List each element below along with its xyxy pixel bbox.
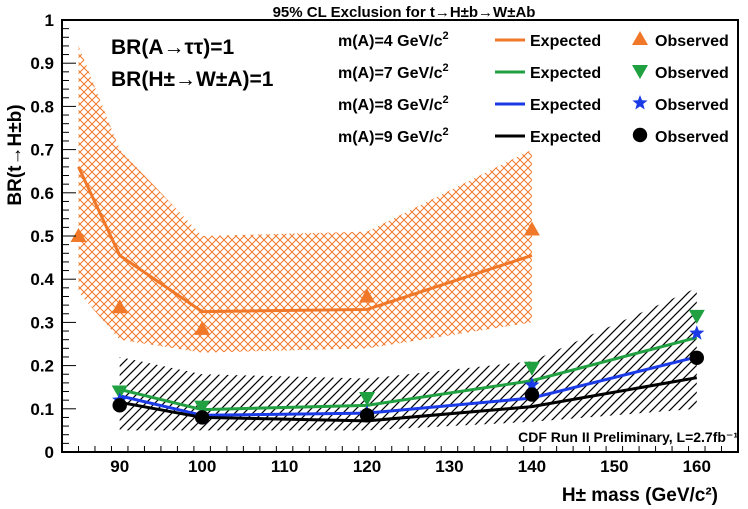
observed-point-1-1 [194,400,211,415]
observed-point-3-2 [359,408,375,423]
legend-superscript: 2 [442,62,448,74]
y-tick-label: 0.9 [30,54,54,73]
legend-observed-label: Observed [655,97,729,114]
legend-expected-label: Expected [530,33,601,50]
legend-marker-swatch [632,31,648,45]
legend-superscript: 2 [442,94,448,106]
y-axis-label: BR(t→H±b) [5,104,26,205]
legend: m(A)=4 GeV/c2 Expected Observed m(A)=7 GeV/… [338,30,729,146]
band-0 [78,45,532,353]
x-tick-label: 100 [188,457,216,476]
x-tick-label: 120 [353,457,381,476]
observed-point-0-1 [111,299,128,314]
uncertainty-bands [78,45,697,431]
legend-expected-label: Expected [530,129,601,146]
observed-point-1-2 [359,392,376,406]
y-tick-label: 1 [45,11,54,30]
legend-marker-swatch [632,65,648,79]
x-tick-label: 160 [683,457,711,476]
y-tick-label: 0.5 [30,227,54,246]
expected-line-0 [77,166,533,314]
observed-point-0-4 [523,221,540,236]
legend-observed-label: Observed [655,33,729,50]
y-tick-label: 0.7 [30,141,54,160]
x-tick-label: 110 [271,457,298,476]
band-1 [119,287,697,431]
annotation-br-a: BR(A→ττ)=1 [111,36,234,59]
legend-superscript: 2 [442,126,448,138]
y-tick-label: 0.3 [30,313,54,332]
observed-point-2-4 [689,325,705,340]
observed-point-3-1 [194,410,210,425]
observed-point-1-3 [523,361,540,376]
observed-point-2-3 [524,377,540,392]
legend-expected-label: Expected [530,97,601,114]
x-tick-label: 90 [110,457,129,476]
legend-series-label: m(A)=9 GeV/c2 [338,126,449,146]
axis-ticks: 90 100 110 120 130 140 150 160 0 0.1 0.2 0.3 0.4 0.5 0… [30,11,739,476]
legend-observed-label: Observed [655,129,729,146]
observed-point-3-0 [112,398,127,413]
legend-marker-swatch [632,127,648,143]
legend-series-label: m(A)=4 GeV/c2 [338,30,449,50]
observed-markers [70,221,705,425]
y-tick-label: 0.1 [30,400,54,419]
observed-point-0-3 [359,288,376,303]
legend-expected-label: Expected [530,65,601,82]
legend-superscript: 2 [442,30,448,42]
legend-series-label: m(A)=8 GeV/c2 [338,94,449,114]
y-tick-label: 0.6 [30,184,54,203]
observed-point-3-4 [689,350,704,366]
observed-point-0-2 [194,320,211,335]
legend-series-label: m(A)=7 GeV/c2 [338,62,449,82]
x-tick-label: 150 [600,457,628,476]
annotation-br-h: BR(H±→W±A)=1 [111,68,274,91]
observed-point-0-0 [70,228,87,242]
y-tick-label: 0 [45,443,54,462]
x-tick-label: 140 [518,457,546,476]
observed-point-1-4 [688,309,705,324]
y-tick-label: 0.8 [30,97,54,116]
x-axis-label: H± mass (GeV/c²) [562,485,718,506]
chart-title: 95% CL Exclusion for t→H±b→W±Ab [273,4,536,21]
observed-point-3-3 [524,387,540,402]
y-tick-label: 0.2 [30,357,54,376]
annotation-cdf: CDF Run II Preliminary, L=2.7fb⁻¹ [518,429,738,445]
x-tick-label: 130 [435,457,463,476]
legend-observed-label: Observed [655,65,729,82]
y-tick-label: 0.4 [30,270,54,289]
legend-marker-swatch [632,95,648,110]
